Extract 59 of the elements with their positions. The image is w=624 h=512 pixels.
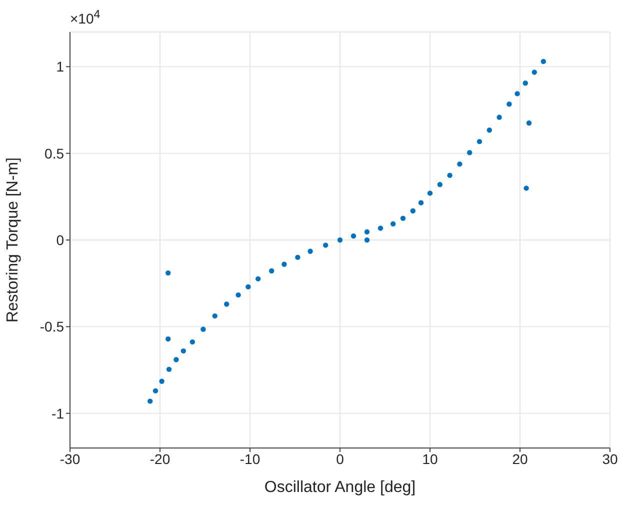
point [364, 229, 370, 234]
point [476, 138, 482, 144]
y-tick-label: 1 [56, 58, 64, 75]
y-tick-label: 0.5 [44, 145, 64, 162]
x-tick-label: 20 [512, 450, 528, 467]
point [496, 114, 502, 120]
point [390, 221, 396, 226]
point [364, 237, 370, 243]
x-tick-label: -20 [150, 450, 170, 467]
point [190, 339, 195, 345]
point [323, 242, 328, 248]
point [337, 237, 343, 243]
point [166, 366, 172, 372]
point [256, 276, 261, 282]
x-axis-title: Oscillator Angle [deg] [264, 479, 416, 496]
point [410, 208, 416, 214]
point [486, 128, 492, 133]
y-tick-label: 0 [56, 232, 64, 248]
point [152, 388, 158, 394]
x-tick-label: 10 [422, 450, 438, 467]
point [224, 302, 230, 307]
y-tick-label: -1 [52, 405, 64, 422]
point [514, 91, 520, 96]
point [524, 186, 529, 191]
y-axis-title: Restoring Torque [N-m] [4, 157, 22, 323]
point [437, 182, 442, 188]
x-tick-label: -10 [240, 450, 260, 467]
point [269, 268, 274, 274]
point [540, 58, 546, 64]
point [378, 226, 384, 231]
x-tick-label: 30 [602, 450, 618, 467]
point [427, 190, 433, 196]
point [522, 80, 528, 86]
point [418, 200, 424, 206]
point [148, 398, 153, 404]
point [467, 150, 472, 156]
point [457, 161, 462, 167]
point [506, 102, 512, 107]
point [350, 233, 356, 239]
point [174, 357, 179, 362]
point [246, 284, 251, 290]
point [236, 292, 241, 298]
point [212, 313, 218, 319]
y-tick-label: -0.5 [40, 318, 64, 335]
point [400, 216, 406, 221]
text: ×10$^{4}$ [70, 8, 100, 27]
point [295, 254, 300, 260]
point [166, 336, 171, 342]
point [447, 172, 452, 178]
x-tick-label: -30 [60, 450, 80, 467]
point [159, 378, 164, 384]
point [308, 248, 313, 254]
point [166, 270, 171, 276]
point [526, 120, 532, 126]
point [532, 70, 537, 75]
x-tick-label: 0 [336, 450, 344, 467]
point [282, 262, 287, 267]
point [200, 326, 206, 332]
point [180, 348, 186, 354]
